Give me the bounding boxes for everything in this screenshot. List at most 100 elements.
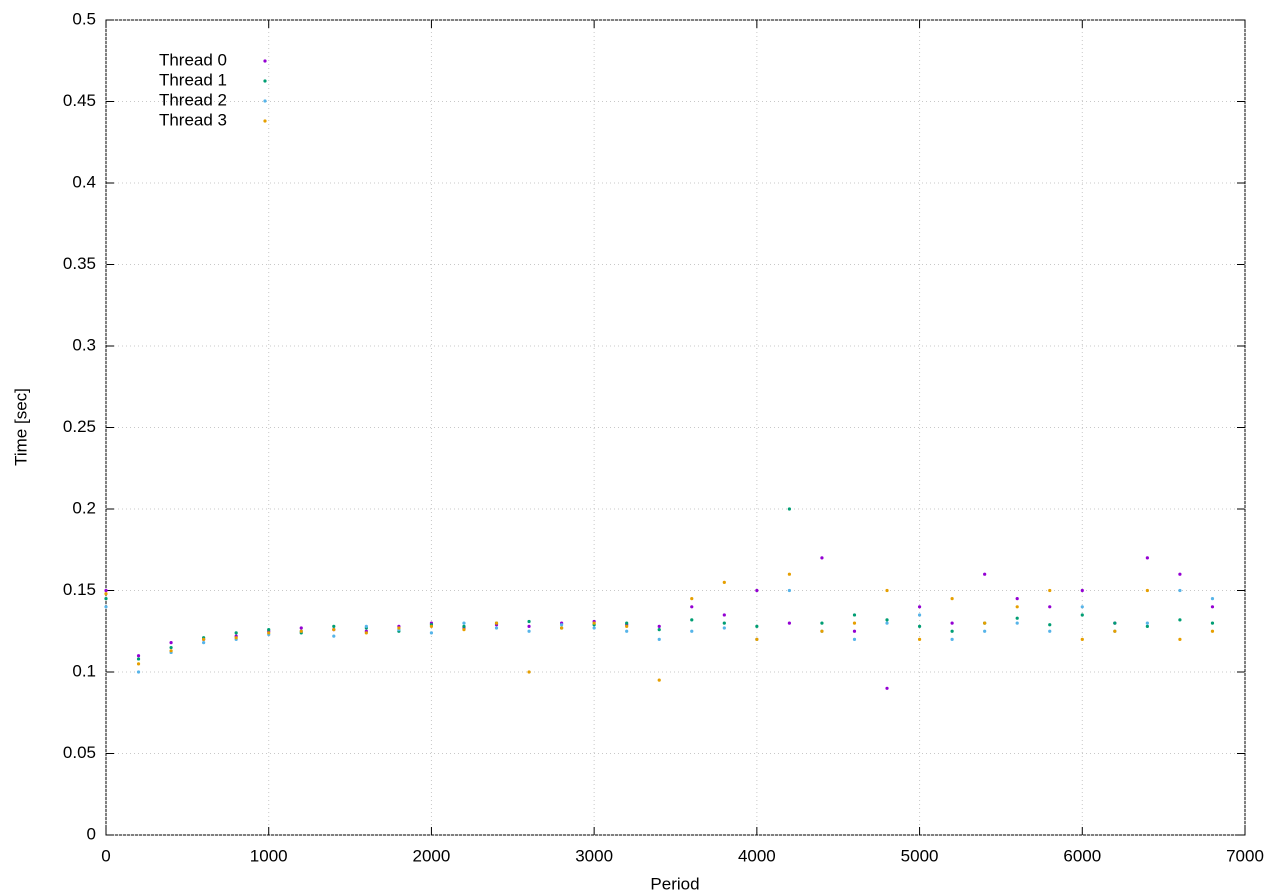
y-tick-label: 0.45 bbox=[63, 91, 96, 110]
data-point bbox=[462, 621, 466, 625]
data-point bbox=[1080, 637, 1084, 642]
data-point bbox=[527, 670, 531, 674]
data-point bbox=[397, 626, 401, 630]
data-point bbox=[1080, 613, 1084, 617]
x-tick-label: 7000 bbox=[1226, 846, 1264, 865]
data-point bbox=[950, 637, 954, 642]
data-point bbox=[690, 597, 694, 601]
data-point bbox=[755, 624, 759, 628]
legend-label: Thread 3 bbox=[159, 110, 227, 129]
legend-marker bbox=[263, 119, 267, 123]
data-point bbox=[917, 605, 922, 609]
data-point bbox=[885, 588, 889, 593]
data-point bbox=[592, 626, 596, 630]
data-point bbox=[1113, 621, 1117, 625]
data-point bbox=[494, 621, 499, 625]
data-point bbox=[1145, 624, 1149, 628]
data-point bbox=[104, 592, 108, 596]
data-point bbox=[885, 686, 889, 690]
data-point bbox=[690, 629, 694, 633]
data-point bbox=[1048, 588, 1052, 593]
data-point bbox=[364, 631, 368, 635]
data-point bbox=[917, 637, 922, 642]
data-point bbox=[755, 588, 759, 593]
x-axis-title: Period bbox=[650, 874, 699, 893]
data-point bbox=[657, 624, 661, 628]
data-point bbox=[787, 572, 792, 576]
data-point bbox=[1145, 556, 1149, 560]
data-point bbox=[820, 621, 824, 625]
data-point bbox=[1080, 588, 1084, 593]
data-point bbox=[950, 597, 954, 601]
data-point bbox=[1145, 621, 1149, 625]
data-point bbox=[917, 613, 922, 617]
data-point bbox=[787, 588, 792, 593]
data-point bbox=[1015, 616, 1019, 620]
data-point bbox=[787, 621, 792, 625]
data-point bbox=[722, 580, 726, 584]
data-point bbox=[1210, 621, 1215, 625]
data-point bbox=[527, 624, 531, 628]
data-point bbox=[1210, 597, 1215, 601]
y-tick-label: 0.25 bbox=[63, 417, 96, 436]
data-point bbox=[136, 654, 141, 658]
data-point bbox=[1178, 618, 1182, 622]
legend-marker bbox=[263, 79, 267, 83]
data-point bbox=[429, 631, 434, 635]
data-point bbox=[1015, 621, 1019, 625]
y-tick-label: 0.3 bbox=[72, 335, 96, 354]
x-tick-label: 5000 bbox=[901, 846, 939, 865]
data-point bbox=[625, 629, 629, 633]
data-point bbox=[917, 624, 922, 628]
y-tick-label: 0 bbox=[87, 824, 96, 843]
data-point bbox=[169, 649, 173, 653]
data-point bbox=[462, 624, 466, 628]
data-point bbox=[625, 621, 629, 625]
data-point bbox=[722, 626, 726, 630]
data-point bbox=[950, 629, 954, 633]
data-point bbox=[299, 629, 303, 633]
data-point bbox=[1048, 605, 1052, 609]
x-tick-label: 4000 bbox=[738, 846, 776, 865]
data-point bbox=[1145, 588, 1149, 593]
data-point bbox=[462, 628, 466, 632]
data-point bbox=[527, 619, 531, 624]
data-point bbox=[234, 631, 238, 635]
data-point bbox=[202, 637, 206, 642]
y-axis-title: Time [sec] bbox=[11, 388, 30, 466]
y-tick-label: 0.5 bbox=[72, 9, 96, 28]
data-point bbox=[755, 637, 759, 642]
x-tick-label: 2000 bbox=[413, 846, 451, 865]
data-point bbox=[560, 626, 564, 630]
data-point bbox=[592, 621, 596, 625]
data-point bbox=[104, 597, 108, 601]
data-point bbox=[1015, 605, 1019, 609]
data-point bbox=[527, 629, 531, 633]
y-tick-label: 0.35 bbox=[63, 254, 96, 273]
data-point bbox=[1048, 629, 1052, 633]
data-point bbox=[202, 641, 206, 645]
data-point bbox=[494, 626, 499, 630]
x-tick-label: 6000 bbox=[1063, 846, 1101, 865]
data-point bbox=[657, 637, 661, 642]
data-point bbox=[722, 621, 726, 625]
legend-marker bbox=[263, 59, 267, 63]
data-point bbox=[332, 634, 336, 638]
data-point bbox=[625, 624, 629, 628]
data-point bbox=[169, 641, 173, 645]
data-point bbox=[983, 572, 987, 576]
y-tick-label: 0.2 bbox=[72, 498, 96, 517]
data-point bbox=[983, 629, 987, 633]
data-point bbox=[234, 636, 238, 640]
data-point bbox=[299, 626, 303, 630]
data-point bbox=[852, 637, 857, 642]
data-point bbox=[852, 629, 857, 633]
y-tick-label: 0.1 bbox=[72, 661, 96, 680]
data-point bbox=[983, 621, 987, 625]
data-point bbox=[429, 624, 434, 628]
y-tick-label: 0.05 bbox=[63, 743, 96, 762]
data-point bbox=[885, 621, 889, 625]
data-point bbox=[1178, 572, 1182, 576]
